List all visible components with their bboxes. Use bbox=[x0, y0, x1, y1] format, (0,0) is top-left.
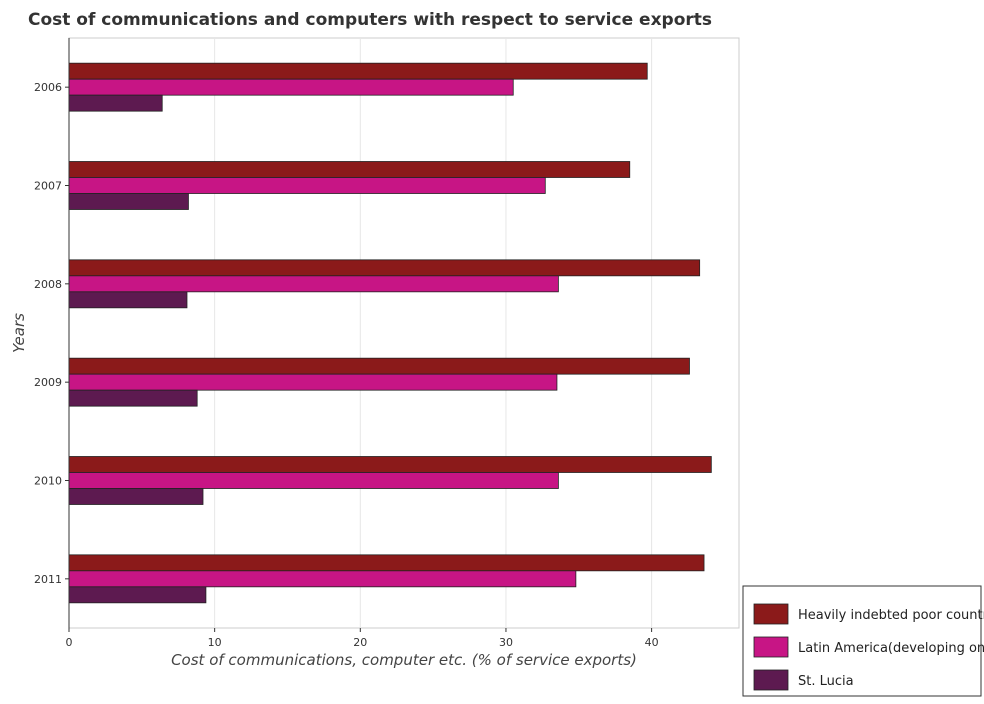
legend-swatch bbox=[753, 603, 789, 625]
legend-swatch bbox=[753, 669, 789, 691]
bars bbox=[68, 62, 712, 604]
plot-area bbox=[68, 37, 740, 629]
x-ticks: 0 10 20 30 40 bbox=[66, 628, 659, 649]
legend-label: St. Lucia bbox=[798, 674, 854, 689]
bar bbox=[68, 275, 559, 293]
bar bbox=[68, 586, 207, 604]
x-tick-label: 40 bbox=[645, 636, 659, 649]
y-tick-label: 2007 bbox=[34, 180, 62, 193]
bar bbox=[68, 389, 198, 407]
y-tick-label: 2006 bbox=[34, 81, 62, 94]
y-axis-label: Years bbox=[10, 313, 28, 353]
legend-label: Latin America(developing only) bbox=[798, 641, 984, 656]
bar bbox=[68, 554, 705, 572]
y-tick-label: 2010 bbox=[34, 475, 62, 488]
bar bbox=[68, 373, 558, 391]
bar bbox=[68, 177, 546, 194]
bar bbox=[68, 488, 204, 505]
bar bbox=[68, 62, 648, 80]
bar bbox=[68, 94, 163, 112]
bar bbox=[68, 357, 690, 375]
bar bbox=[68, 193, 189, 210]
bar bbox=[68, 570, 577, 588]
legend-label: Heavily indebted poor countries bbox=[798, 608, 984, 623]
x-tick-label: 20 bbox=[353, 636, 367, 649]
x-axis-label: Cost of communications, computer etc. (%… bbox=[171, 651, 637, 669]
x-tick-label: 0 bbox=[66, 636, 73, 649]
bar bbox=[68, 161, 631, 178]
bar bbox=[68, 472, 559, 489]
y-tick-label: 2009 bbox=[34, 376, 62, 389]
legend: Heavily indebted poor countries Latin Ame… bbox=[742, 585, 984, 697]
y-ticks: 2006 2007 2008 2009 2010 2011 bbox=[34, 38, 70, 628]
y-tick-label: 2008 bbox=[34, 278, 62, 291]
y-tick-label: 2011 bbox=[34, 573, 62, 586]
bar bbox=[68, 259, 701, 277]
legend-swatch bbox=[753, 636, 789, 658]
bar bbox=[68, 78, 514, 96]
x-tick-label: 30 bbox=[499, 636, 513, 649]
chart-title: Cost of communications and computers wit… bbox=[28, 10, 712, 30]
x-tick-label: 10 bbox=[208, 636, 222, 649]
bar bbox=[68, 456, 712, 473]
bar bbox=[68, 291, 188, 309]
